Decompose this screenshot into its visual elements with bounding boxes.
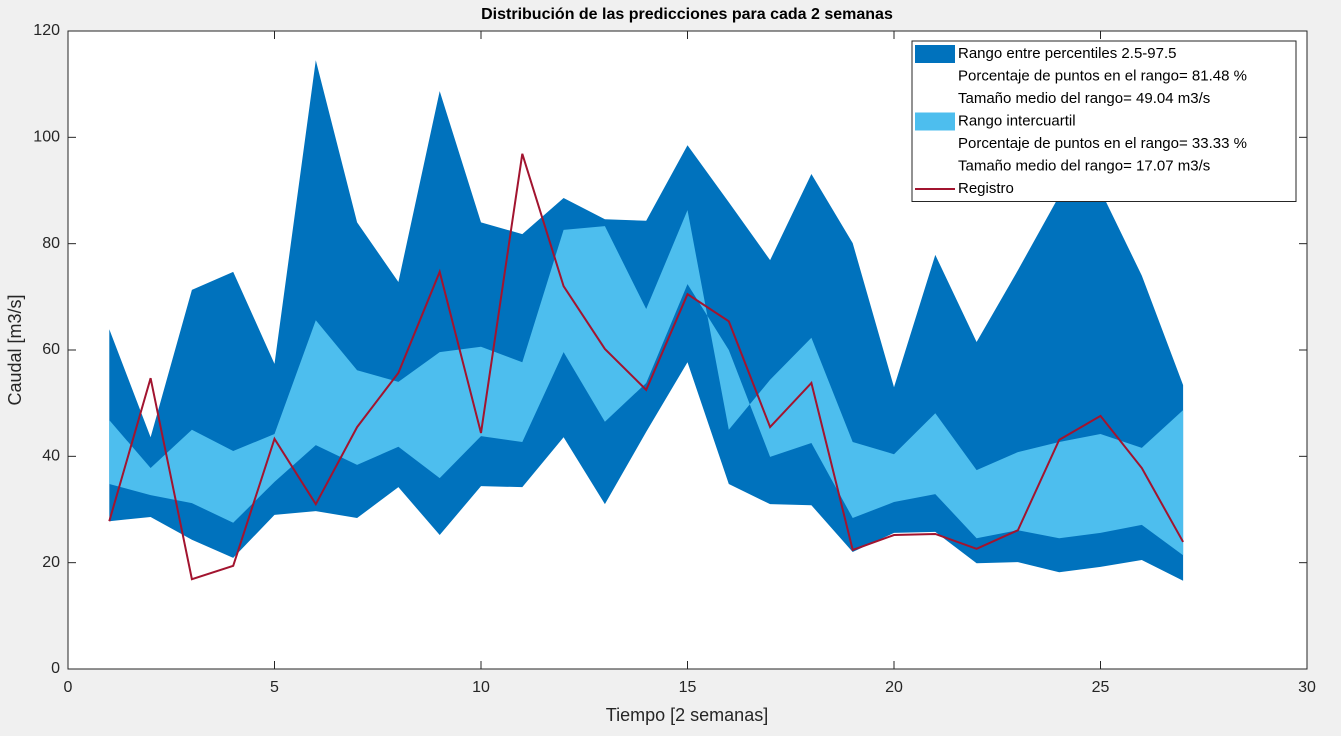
- y-tick-label: 80: [42, 235, 60, 252]
- band: [109, 210, 1184, 556]
- chart-title: Distribución de las predicciones para ca…: [481, 6, 893, 23]
- legend-box: [911, 40, 1297, 202]
- x-tick-label: 20: [885, 679, 903, 696]
- x-tick-label: 0: [64, 679, 73, 696]
- y-tick-label: 0: [51, 660, 60, 677]
- legend-label: Rango entre percentiles 2.5-97.5: [958, 45, 1176, 62]
- line: [108, 153, 1184, 581]
- x-tick-label: 30: [1298, 679, 1316, 696]
- y-tick-label: 60: [42, 341, 60, 358]
- x-tick-label: 25: [1092, 679, 1110, 696]
- y-axis-label: Caudal [m3/s]: [5, 294, 25, 405]
- legend-label: Registro: [958, 180, 1014, 197]
- y-tick-label: 120: [33, 22, 60, 39]
- x-axis-label: Tiempo [2 semanas]: [606, 705, 768, 725]
- legend-label: Tamaño medio del rango= 17.07 m3/s: [958, 157, 1210, 174]
- legend-label: Porcentaje de puntos en el rango= 81.48 …: [958, 67, 1247, 84]
- y-tick-label: 40: [42, 448, 60, 465]
- plot: [108, 60, 1184, 581]
- x-tick-label: 15: [679, 679, 697, 696]
- legend-label: Tamaño medio del rango= 49.04 m3/s: [958, 90, 1210, 107]
- y-tick-label: 20: [42, 554, 60, 571]
- x-tick-label: 5: [270, 679, 279, 696]
- legend-swatch: [915, 112, 955, 131]
- legend-label: Porcentaje de puntos en el rango= 33.33 …: [958, 135, 1247, 152]
- legend-label: Rango intercuartil: [958, 112, 1076, 129]
- x-tick-label: 10: [472, 679, 490, 696]
- y-tick-label: 100: [33, 129, 60, 146]
- legend-swatch: [915, 45, 955, 63]
